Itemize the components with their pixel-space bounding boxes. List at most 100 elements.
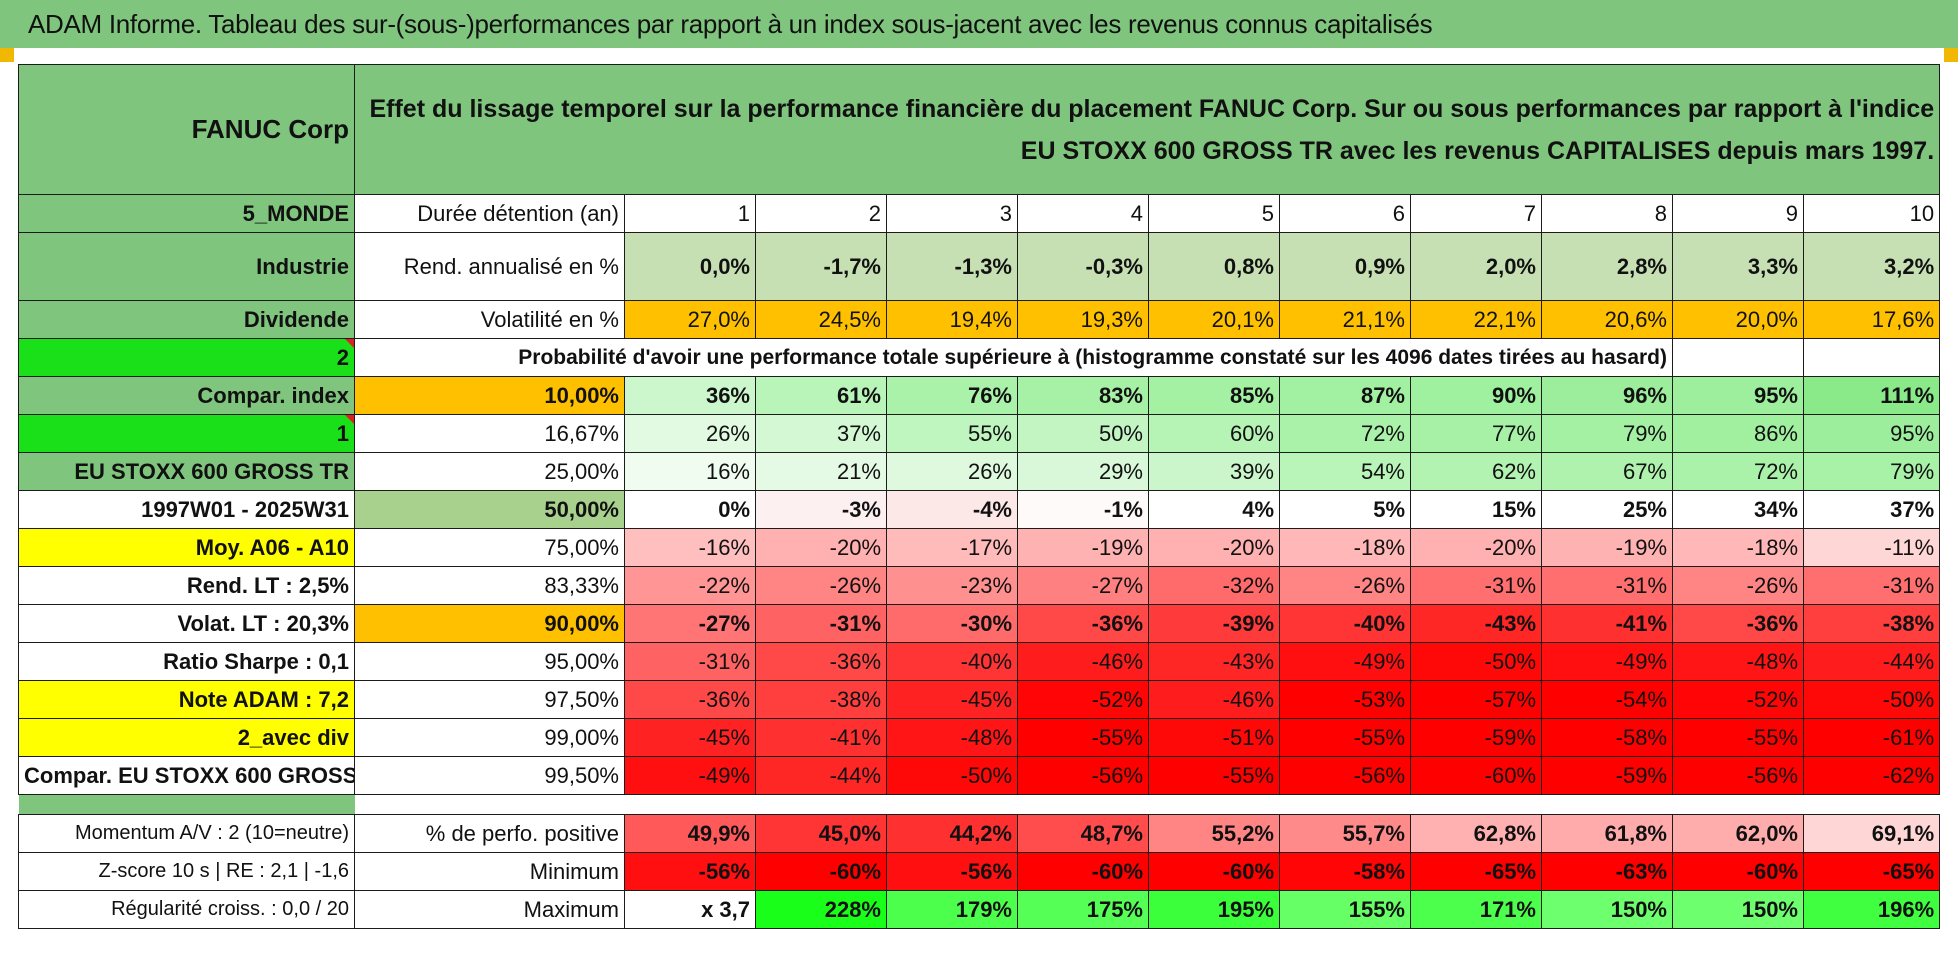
stat-label: Maximum (354, 890, 625, 929)
percentile-value: 60% (1148, 414, 1280, 453)
year-header-1: 1 (624, 194, 756, 233)
volatility-value: 21,1% (1279, 300, 1411, 339)
stat-value: 61,8% (1541, 814, 1673, 853)
percentile-value: -49% (624, 756, 756, 795)
percentile-value: -44% (1802, 642, 1941, 681)
percentile-value: -46% (1148, 680, 1280, 719)
annual-return-value: 0,9% (1279, 232, 1411, 301)
year-header-8: 8 (1541, 194, 1673, 233)
percentile-value: -40% (1279, 604, 1411, 643)
side-label-7: Volat. LT : 20,3% (18, 604, 355, 643)
percentile-value: -18% (1279, 528, 1411, 567)
year-header-5: 5 (1148, 194, 1280, 233)
category-label-monde: 5_MONDE (18, 194, 355, 233)
stat-value: 55,7% (1279, 814, 1411, 853)
annual-return-value: 0,8% (1148, 232, 1280, 301)
percentile-value: -17% (886, 528, 1018, 567)
percentile-value: -48% (1672, 642, 1804, 681)
spacer-cell (1672, 794, 1804, 815)
percentile-value: 111% (1802, 376, 1941, 415)
volatility-value: 20,1% (1148, 300, 1280, 339)
stat-label: % de perfo. positive (354, 814, 625, 853)
percentile-value: 26% (624, 414, 756, 453)
annual-return-value: 3,2% (1802, 232, 1941, 301)
percentile-value: -41% (1541, 604, 1673, 643)
percentile-value: 72% (1279, 414, 1411, 453)
percentile-value: -1% (1017, 490, 1149, 529)
percentile-value: -54% (1541, 680, 1673, 719)
percentile-value: 39% (1148, 452, 1280, 491)
percentile-value: 79% (1541, 414, 1673, 453)
annual-return-value: 0,0% (624, 232, 756, 301)
percentile-value: 86% (1672, 414, 1804, 453)
stat-value: 175% (1017, 890, 1149, 929)
percentile-value: 87% (1279, 376, 1411, 415)
volatility-value: 22,1% (1410, 300, 1542, 339)
volatility-value: 19,3% (1017, 300, 1149, 339)
percentile-label: 99,50% (354, 756, 625, 795)
sector-label: Industrie (18, 232, 355, 301)
stat-label: Minimum (354, 852, 625, 891)
percentile-value: -26% (1279, 566, 1411, 605)
percentile-value: -55% (1279, 718, 1411, 757)
percentile-value: 83% (1017, 376, 1149, 415)
percentile-value: -53% (1279, 680, 1411, 719)
spacer-cell (1279, 794, 1411, 815)
performance-table: FANUC Corp Effet du lissage temporel sur … (18, 64, 1941, 929)
stat-side-label: Régularité croiss. : 0,0 / 20 (18, 890, 355, 929)
mode-indicator: 2 (18, 338, 355, 377)
volatility-value: 17,6% (1802, 300, 1941, 339)
stat-value: -60% (1148, 852, 1280, 891)
percentile-value: -20% (1410, 528, 1542, 567)
percentile-value: 90% (1410, 376, 1542, 415)
percentile-value: -26% (755, 566, 887, 605)
percentile-value: -31% (1541, 566, 1673, 605)
stat-value: 45,0% (755, 814, 887, 853)
stat-value: -60% (755, 852, 887, 891)
percentile-value: -30% (886, 604, 1018, 643)
side-label-9: Note ADAM : 7,2 (18, 680, 355, 719)
stat-value: 150% (1541, 890, 1673, 929)
percentile-value: -36% (1672, 604, 1804, 643)
percentile-value: -56% (1279, 756, 1411, 795)
percentile-value: 95% (1802, 414, 1941, 453)
percentile-value: 37% (755, 414, 887, 453)
percentile-value: 54% (1279, 452, 1411, 491)
percentile-value: -3% (755, 490, 887, 529)
spacer-cell (18, 794, 355, 815)
holding-duration-label: Durée détention (an) (354, 194, 625, 233)
stat-value: -58% (1279, 852, 1411, 891)
percentile-value: -4% (886, 490, 1018, 529)
spacer-cell (354, 794, 625, 815)
percentile-value: -38% (755, 680, 887, 719)
percentile-value: 50% (1017, 414, 1149, 453)
percentile-value: -60% (1410, 756, 1542, 795)
percentile-value: -56% (1672, 756, 1804, 795)
blank-cell (1672, 338, 1804, 377)
percentile-value: 72% (1672, 452, 1804, 491)
spacer-cell (1410, 794, 1542, 815)
percentile-value: -52% (1017, 680, 1149, 719)
percentile-value: -61% (1802, 718, 1941, 757)
side-label-11: Compar. EU STOXX 600 GROSS TR (18, 756, 355, 795)
percentile-label: 50,00% (354, 490, 625, 529)
percentile-value: -45% (624, 718, 756, 757)
percentile-value: -27% (624, 604, 756, 643)
side-label-1: Compar. index (18, 376, 355, 415)
volatility-value: 24,5% (755, 300, 887, 339)
stat-value: 55,2% (1148, 814, 1280, 853)
side-label-4: 1997W01 - 2025W31 (18, 490, 355, 529)
percentile-value: -41% (755, 718, 887, 757)
annual-return-value: -0,3% (1017, 232, 1149, 301)
annual-return-label: Rend. annualisé en % (354, 232, 625, 301)
volatility-value: 20,0% (1672, 300, 1804, 339)
percentile-value: 15% (1410, 490, 1542, 529)
percentile-label: 25,00% (354, 452, 625, 491)
percentile-label: 97,50% (354, 680, 625, 719)
percentile-value: -50% (1410, 642, 1542, 681)
percentile-value: 29% (1017, 452, 1149, 491)
percentile-value: -31% (624, 642, 756, 681)
percentile-value: -55% (1672, 718, 1804, 757)
percentile-value: -44% (755, 756, 887, 795)
spacer-cell (1541, 794, 1673, 815)
